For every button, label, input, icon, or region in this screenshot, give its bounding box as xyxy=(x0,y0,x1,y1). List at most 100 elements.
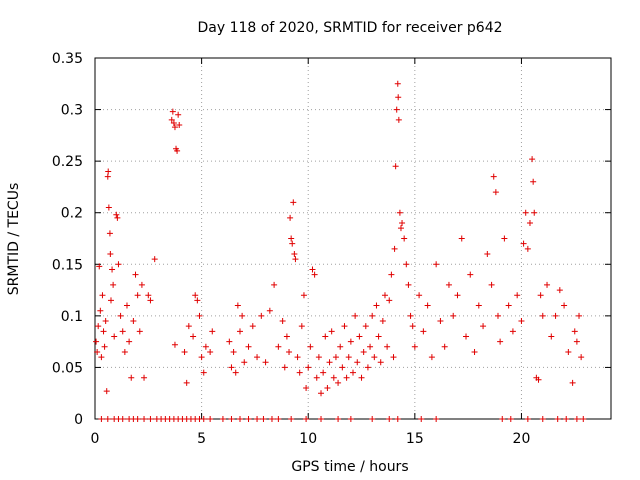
data-point xyxy=(258,312,265,319)
data-point xyxy=(260,416,267,422)
data-point xyxy=(102,318,109,325)
data-point xyxy=(185,323,192,330)
data-point xyxy=(505,302,512,309)
data-point xyxy=(441,343,448,350)
data-point xyxy=(109,266,116,273)
data-point xyxy=(313,374,320,381)
data-point xyxy=(228,416,235,422)
data-point xyxy=(194,297,201,304)
data-point xyxy=(228,364,235,371)
x-tick-label: 15 xyxy=(406,431,424,447)
data-point xyxy=(390,354,397,361)
data-point xyxy=(207,348,214,355)
data-point xyxy=(539,312,546,319)
data-point xyxy=(309,266,316,273)
data-point xyxy=(104,173,111,180)
data-point xyxy=(207,416,214,422)
data-point xyxy=(524,416,531,422)
data-point xyxy=(324,385,331,392)
data-point xyxy=(175,111,182,118)
data-point xyxy=(424,302,431,309)
data-point xyxy=(101,343,108,350)
data-point xyxy=(93,338,100,345)
data-point xyxy=(530,178,537,185)
data-point xyxy=(395,94,402,101)
data-point xyxy=(418,416,425,422)
data-point xyxy=(401,235,408,242)
data-point xyxy=(202,343,209,350)
y-tick-label: 0.3 xyxy=(61,103,83,119)
data-point xyxy=(531,209,538,216)
data-point xyxy=(303,385,310,392)
data-point xyxy=(381,292,388,299)
data-point xyxy=(318,416,325,422)
data-point xyxy=(294,354,301,361)
data-point xyxy=(556,287,563,294)
data-point xyxy=(364,364,371,371)
data-point xyxy=(121,348,128,355)
data-point xyxy=(239,312,246,319)
data-point xyxy=(488,281,495,288)
data-point xyxy=(514,292,521,299)
data-point xyxy=(552,312,559,319)
axis-ticks xyxy=(94,57,611,420)
data-point xyxy=(245,416,252,422)
data-point xyxy=(391,245,398,252)
data-point xyxy=(283,333,290,340)
data-point xyxy=(318,390,325,397)
data-point xyxy=(405,281,412,288)
data-point xyxy=(522,209,529,216)
data-point xyxy=(428,354,435,361)
data-point xyxy=(360,348,367,355)
data-point xyxy=(369,416,376,422)
data-point xyxy=(396,209,403,216)
data-point xyxy=(463,333,470,340)
data-point xyxy=(230,348,237,355)
data-point xyxy=(358,374,365,381)
data-point xyxy=(343,374,350,381)
data-points xyxy=(93,80,587,422)
data-point xyxy=(100,328,107,335)
data-point xyxy=(183,379,190,386)
data-point xyxy=(341,323,348,330)
data-point xyxy=(300,292,307,299)
data-point xyxy=(330,374,337,381)
data-point xyxy=(437,318,444,325)
data-point xyxy=(416,292,423,299)
data-point xyxy=(97,307,104,314)
data-point xyxy=(433,416,440,422)
data-point xyxy=(190,333,197,340)
data-point xyxy=(354,359,361,366)
x-tick-label: 20 xyxy=(513,431,531,447)
data-point xyxy=(569,379,576,386)
data-point xyxy=(94,348,101,355)
data-point xyxy=(332,354,339,361)
data-point xyxy=(279,318,286,325)
data-point xyxy=(537,292,544,299)
data-point xyxy=(117,312,124,319)
data-point xyxy=(367,343,374,350)
data-point xyxy=(484,250,491,257)
data-point xyxy=(471,348,478,355)
data-point xyxy=(134,292,141,299)
data-point xyxy=(95,323,102,330)
data-point xyxy=(518,318,525,325)
data-point xyxy=(509,328,516,335)
data-point xyxy=(288,235,295,242)
data-point xyxy=(275,343,282,350)
data-point xyxy=(507,416,514,422)
data-point xyxy=(497,338,504,345)
x-axis-label: GPS time / hours xyxy=(291,459,408,475)
x-tick-label: 5 xyxy=(197,431,206,447)
data-point xyxy=(397,225,404,232)
data-point xyxy=(379,318,386,325)
data-point xyxy=(171,124,178,131)
data-point xyxy=(377,359,384,366)
data-point xyxy=(535,376,542,383)
data-point xyxy=(386,416,393,422)
data-point xyxy=(219,416,226,422)
data-point xyxy=(114,214,121,221)
data-point xyxy=(200,416,207,422)
data-point xyxy=(337,343,344,350)
data-point xyxy=(292,256,299,263)
